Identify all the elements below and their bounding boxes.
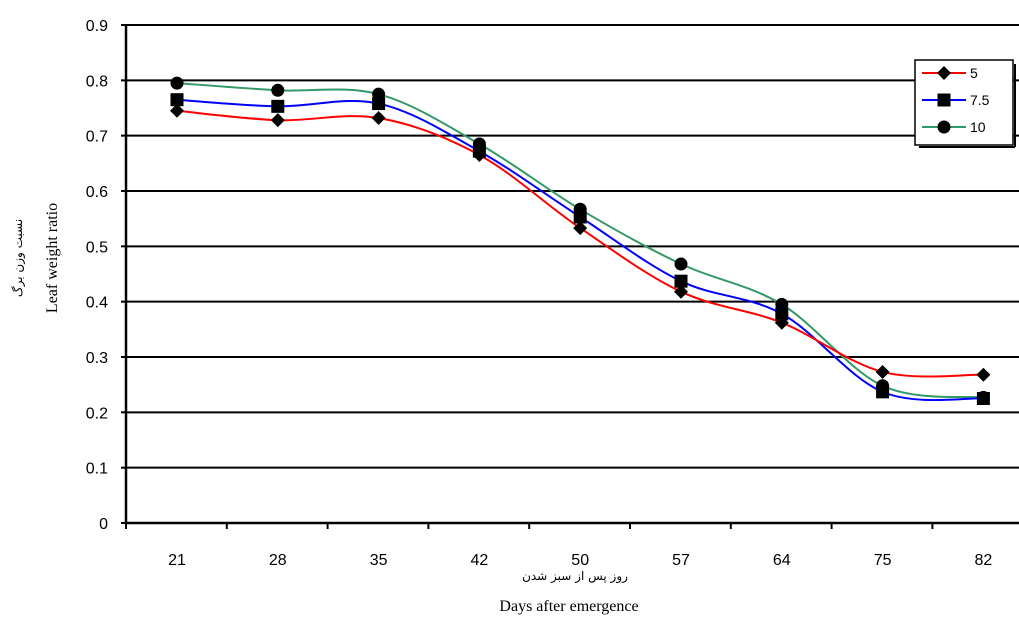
data-point-5 — [371, 110, 386, 125]
y-tick-label: 0.1 — [86, 461, 108, 478]
legend-marker — [937, 93, 951, 107]
data-point-7-5 — [372, 97, 386, 111]
x-tick-label: 21 — [168, 552, 186, 569]
data-point-5 — [573, 221, 588, 236]
y-tick-label: 0 — [99, 516, 108, 533]
legend-box — [914, 59, 1014, 146]
x-tick-label: 50 — [571, 552, 589, 569]
x-axis-title-english: Days after emergence — [499, 598, 638, 615]
series-line-10 — [176, 82, 984, 399]
y-tick-label: 0.3 — [86, 350, 108, 367]
data-point-7-5 — [271, 99, 285, 113]
data-point-7-5 — [674, 274, 688, 288]
y-tick-label: 0.2 — [86, 405, 108, 422]
y-tick-label: 0.8 — [86, 73, 108, 90]
series-line-5 — [176, 109, 984, 378]
y-tick-label: 0.9 — [86, 18, 108, 35]
y-tick-label: 0.7 — [86, 129, 108, 146]
data-point-10 — [674, 257, 688, 271]
x-tick-label: 42 — [471, 552, 489, 569]
legend-label: 10 — [970, 119, 986, 135]
data-point-5 — [875, 364, 890, 379]
y-tick-label: 0.6 — [86, 184, 108, 201]
data-point-7-5 — [170, 93, 184, 107]
legend-label: 5 — [970, 65, 978, 81]
x-tick-label: 35 — [370, 552, 388, 569]
y-tick-label: 0.4 — [86, 295, 108, 312]
data-point-10 — [170, 76, 184, 90]
x-axis-title-persian: روز پس از سبز شدن — [522, 569, 628, 584]
data-point-10 — [271, 83, 285, 97]
x-tick-label: 75 — [874, 552, 892, 569]
series-line-7-5 — [176, 98, 984, 402]
x-tick-label: 28 — [269, 552, 287, 569]
horizontal-gridlines — [126, 24, 1019, 469]
data-point-5 — [270, 113, 285, 128]
data-point-5 — [774, 315, 789, 330]
x-tick-label: 57 — [672, 552, 690, 569]
y-axis-title-english: Leaf weight ratio — [44, 203, 61, 313]
data-point-7-5 — [573, 210, 587, 224]
data-series — [170, 76, 991, 405]
legend-marker — [937, 66, 951, 80]
y-axis-ticks: 0 0.1 0.2 0.3 0.4 0.5 0.6 0.7 0.8 0.9 — [86, 18, 126, 533]
data-point-5 — [170, 103, 184, 118]
x-axis-ticks: 21 28 35 42 50 57 64 75 82 — [125, 523, 993, 569]
data-point-5 — [674, 284, 688, 299]
legend: 5 7.5 10 — [914, 59, 1016, 148]
x-tick-label: 64 — [773, 552, 791, 569]
y-tick-label: 0.5 — [86, 239, 108, 256]
data-point-7-5 — [976, 392, 990, 405]
y-axis-title-persian: نسبت وزن برگ — [11, 219, 26, 297]
data-point-7-5 — [876, 385, 890, 399]
x-tick-label: 82 — [975, 552, 993, 569]
data-point-5 — [976, 367, 991, 382]
legend-marker — [937, 120, 951, 134]
data-point-5 — [472, 148, 487, 163]
data-point-7-5 — [775, 307, 789, 321]
legend-label: 7.5 — [970, 92, 990, 108]
